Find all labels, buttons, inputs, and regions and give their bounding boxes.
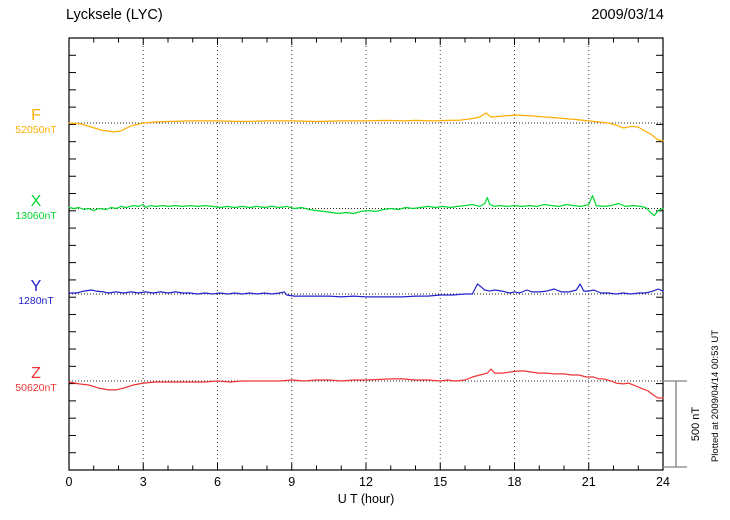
x-tick-label: 12	[359, 475, 373, 489]
channel-name-y: Y	[30, 278, 42, 295]
channel-label-y: Y 1280nT	[5, 278, 67, 308]
x-axis-title: U T (hour)	[337, 492, 395, 506]
x-tick-label: 6	[214, 475, 221, 489]
x-tick-label: 21	[581, 475, 596, 489]
channel-label-x: X 13060nT	[5, 193, 67, 223]
station-title: Lycksele (LYC)	[66, 7, 163, 23]
channel-name-x: X	[30, 192, 42, 210]
x-tick-label: 9	[288, 475, 296, 489]
x-tick-label: 3	[139, 475, 147, 489]
x-tick-label: 15	[433, 475, 448, 489]
x-tick-label: 24	[656, 475, 670, 489]
scale-bar-label: 500 nT	[690, 406, 702, 442]
channel-baseline-x: 13060nT	[15, 209, 57, 222]
channel-label-z: Z 50620nT	[5, 365, 67, 395]
channel-baseline-f: 52050nT	[15, 124, 57, 136]
plotted-at-note: Plotted at 2009/04/14 00:53 UT	[710, 329, 721, 463]
plot-date: 2009/03/14	[591, 7, 664, 23]
channel-name-z: Z	[31, 365, 41, 382]
channel-baseline-z: 50620nT	[15, 382, 57, 394]
channel-name-f: F	[31, 107, 41, 124]
channel-baseline-y: 1280nT	[18, 295, 54, 307]
x-tick-label: 18	[507, 475, 522, 489]
channel-label-f: F 52050nT	[5, 107, 67, 137]
x-tick-label: 0	[65, 475, 73, 489]
